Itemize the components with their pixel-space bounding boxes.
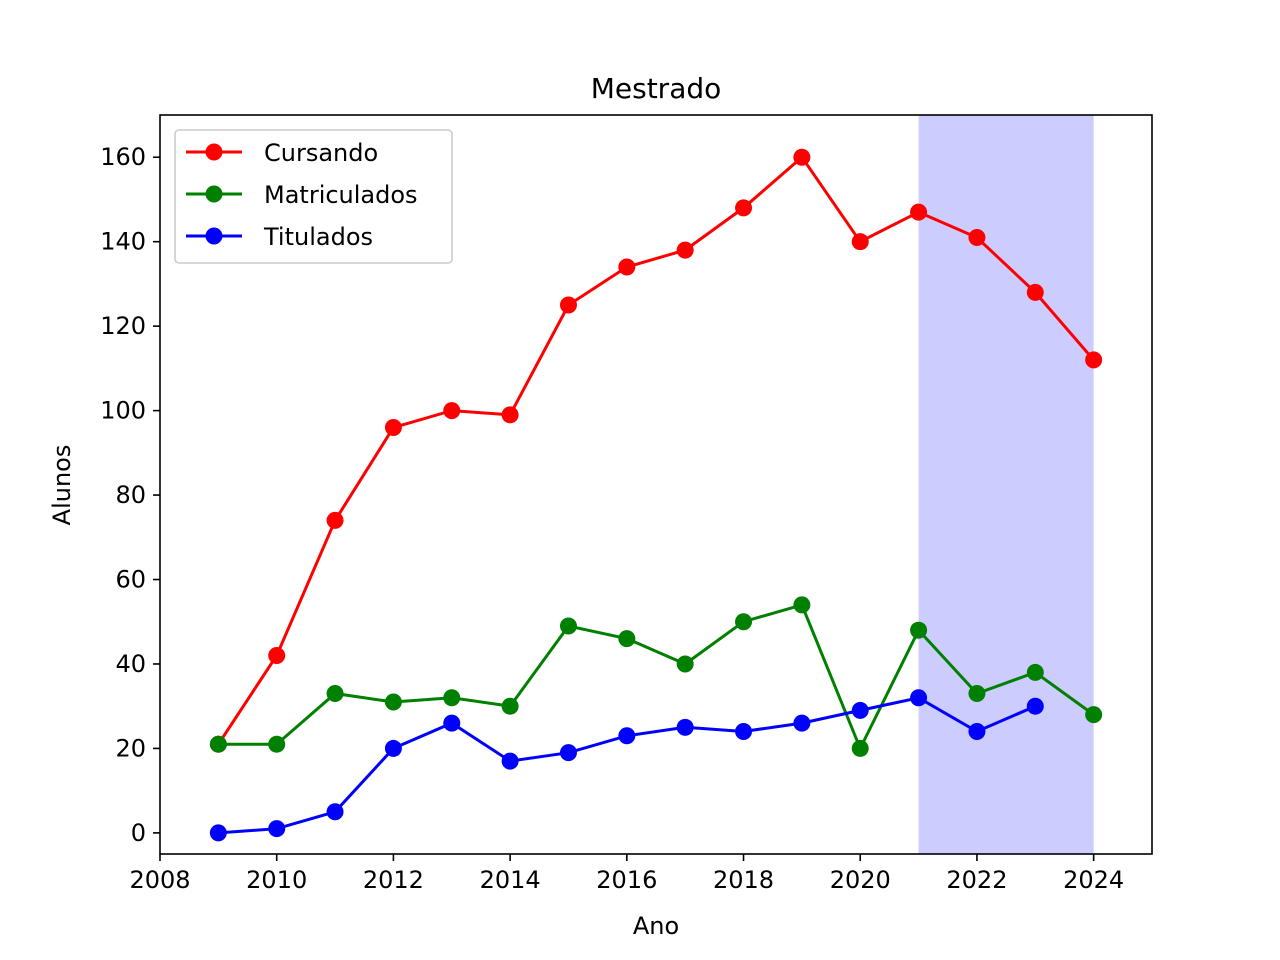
y-tick-label-120: 120: [100, 312, 146, 340]
legend-label-matriculados: Matriculados: [264, 181, 418, 209]
point-matriculados-2019: [793, 596, 811, 614]
point-cursando-2012: [384, 418, 402, 436]
x-tick-label-2020: 2020: [830, 866, 891, 894]
point-cursando-2022: [968, 228, 986, 246]
point-titulados-2018: [735, 723, 753, 741]
point-titulados-2015: [559, 744, 577, 762]
y-tick-label-20: 20: [115, 734, 146, 762]
x-tick-label-2018: 2018: [713, 866, 774, 894]
point-titulados-2009: [209, 824, 227, 842]
point-titulados-2012: [384, 739, 402, 757]
point-cursando-2014: [501, 406, 519, 424]
shaded-span: [918, 115, 1094, 854]
x-tick-label-2024: 2024: [1063, 866, 1124, 894]
point-titulados-2010: [268, 820, 286, 838]
point-titulados-2023: [1026, 697, 1044, 715]
point-titulados-2020: [851, 701, 869, 719]
point-matriculados-2011: [326, 685, 344, 703]
point-titulados-2014: [501, 752, 519, 770]
point-cursando-2016: [618, 258, 636, 276]
point-matriculados-2022: [968, 685, 986, 703]
point-matriculados-2010: [268, 735, 286, 753]
point-matriculados-2013: [443, 689, 461, 707]
x-tick-label-2008: 2008: [129, 866, 190, 894]
chart-title: Mestrado: [591, 72, 722, 105]
point-cursando-2011: [326, 511, 344, 529]
y-tick-label-60: 60: [115, 566, 146, 594]
point-cursando-2023: [1026, 283, 1044, 301]
point-matriculados-2020: [851, 739, 869, 757]
y-tick-label-100: 100: [100, 397, 146, 425]
point-titulados-2019: [793, 714, 811, 732]
y-tick-label-160: 160: [100, 143, 146, 171]
point-cursando-2017: [676, 241, 694, 259]
point-cursando-2021: [910, 203, 928, 221]
legend-box: [174, 129, 453, 264]
plot-area: [159, 114, 1153, 855]
point-titulados-2022: [968, 723, 986, 741]
legend-marker-matriculados: [205, 185, 223, 203]
legend-marker-cursando: [205, 143, 223, 161]
x-tick-label-2010: 2010: [246, 866, 307, 894]
series-line-matriculados: [218, 603, 1095, 753]
y-tick-label-140: 140: [100, 228, 146, 256]
x-axis-label: Ano: [633, 912, 679, 940]
point-cursando-2024: [1085, 351, 1103, 369]
x-tick-label-2012: 2012: [363, 866, 424, 894]
point-matriculados-2017: [676, 655, 694, 673]
y-axis-label: Alunos: [48, 445, 76, 526]
y-axis: 0 20 40 60 80 100 120 140 160: [100, 143, 160, 847]
legend-marker-titulados: [205, 227, 223, 245]
point-matriculados-2016: [618, 630, 636, 648]
point-cursando-2013: [443, 402, 461, 420]
point-cursando-2019: [793, 148, 811, 166]
legend-label-cursando: Cursando: [264, 139, 378, 167]
point-matriculados-2009: [209, 735, 227, 753]
y-tick-label-40: 40: [115, 650, 146, 678]
x-tick-label-2016: 2016: [596, 866, 657, 894]
y-tick-label-0: 0: [131, 819, 146, 847]
point-matriculados-2018: [735, 613, 753, 631]
x-tick-label-2014: 2014: [480, 866, 541, 894]
point-matriculados-2024: [1085, 706, 1103, 724]
series-line-cursando: [217, 154, 1095, 746]
point-titulados-2011: [326, 803, 344, 821]
point-titulados-2017: [676, 718, 694, 736]
point-matriculados-2014: [501, 697, 519, 715]
y-tick-label-80: 80: [115, 481, 146, 509]
x-axis: 2008 2010 2012 2014 2016 2018 2020 2022 2024: [129, 854, 1124, 894]
point-cursando-2010: [268, 647, 286, 665]
point-cursando-2015: [559, 296, 577, 314]
legend: Cursando Matriculados Titulados: [174, 129, 453, 264]
point-matriculados-2021: [910, 621, 928, 639]
point-cursando-2018: [735, 199, 753, 217]
legend-label-titulados: Titulados: [263, 223, 373, 251]
series-layer: [209, 148, 1103, 842]
axes-frame: [159, 114, 1153, 855]
point-titulados-2021: [910, 689, 928, 707]
point-matriculados-2012: [384, 693, 402, 711]
point-matriculados-2023: [1026, 663, 1044, 681]
x-tick-label-2022: 2022: [946, 866, 1007, 894]
point-matriculados-2015: [559, 617, 577, 635]
point-titulados-2013: [443, 714, 461, 732]
point-titulados-2016: [618, 727, 636, 745]
point-cursando-2020: [851, 233, 869, 251]
